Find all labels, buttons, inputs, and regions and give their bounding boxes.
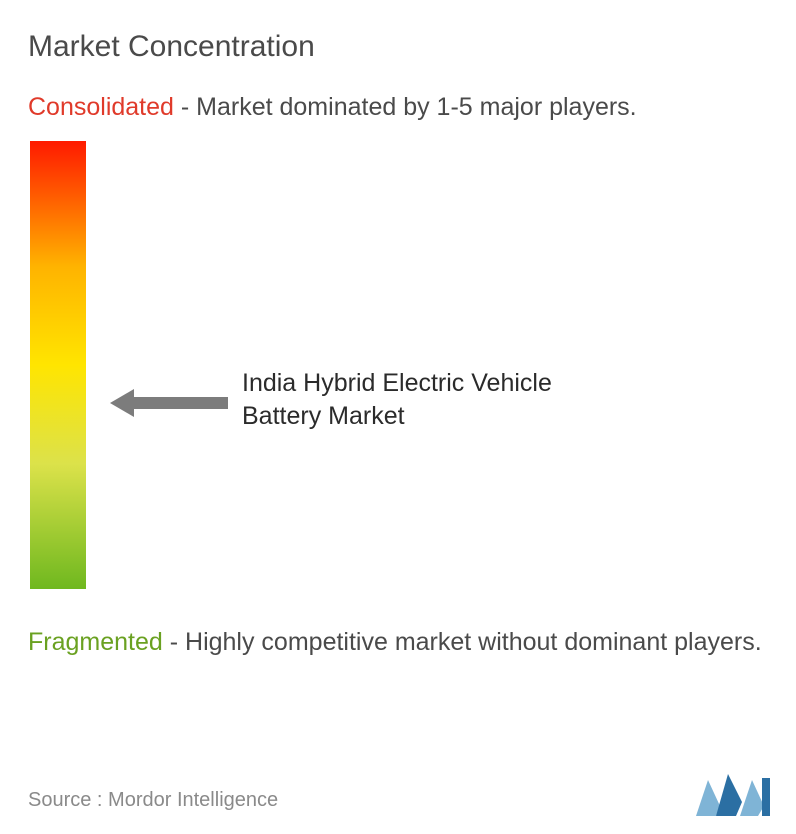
page-title: Market Concentration xyxy=(28,30,768,64)
fragmented-description: Fragmented - Highly competitive market w… xyxy=(28,627,768,658)
source-attribution: Source : Mordor Intelligence xyxy=(28,789,278,812)
fragmented-text: - Highly competitive market without domi… xyxy=(163,628,762,656)
scale-region: India Hybrid Electric Vehicle Battery Ma… xyxy=(28,141,768,621)
consolidated-description: Consolidated - Market dominated by 1-5 m… xyxy=(28,92,768,123)
mi-logo-icon xyxy=(694,772,772,820)
arrow-shaft xyxy=(132,397,228,409)
fragmented-term: Fragmented xyxy=(28,628,163,656)
market-name-label: India Hybrid Electric Vehicle Battery Ma… xyxy=(242,367,602,432)
pointer-arrow xyxy=(110,389,228,417)
consolidated-term: Consolidated xyxy=(28,93,174,121)
consolidated-text: - Market dominated by 1-5 major players. xyxy=(174,93,637,121)
arrow-left-icon xyxy=(110,389,134,417)
concentration-scale xyxy=(30,141,86,589)
